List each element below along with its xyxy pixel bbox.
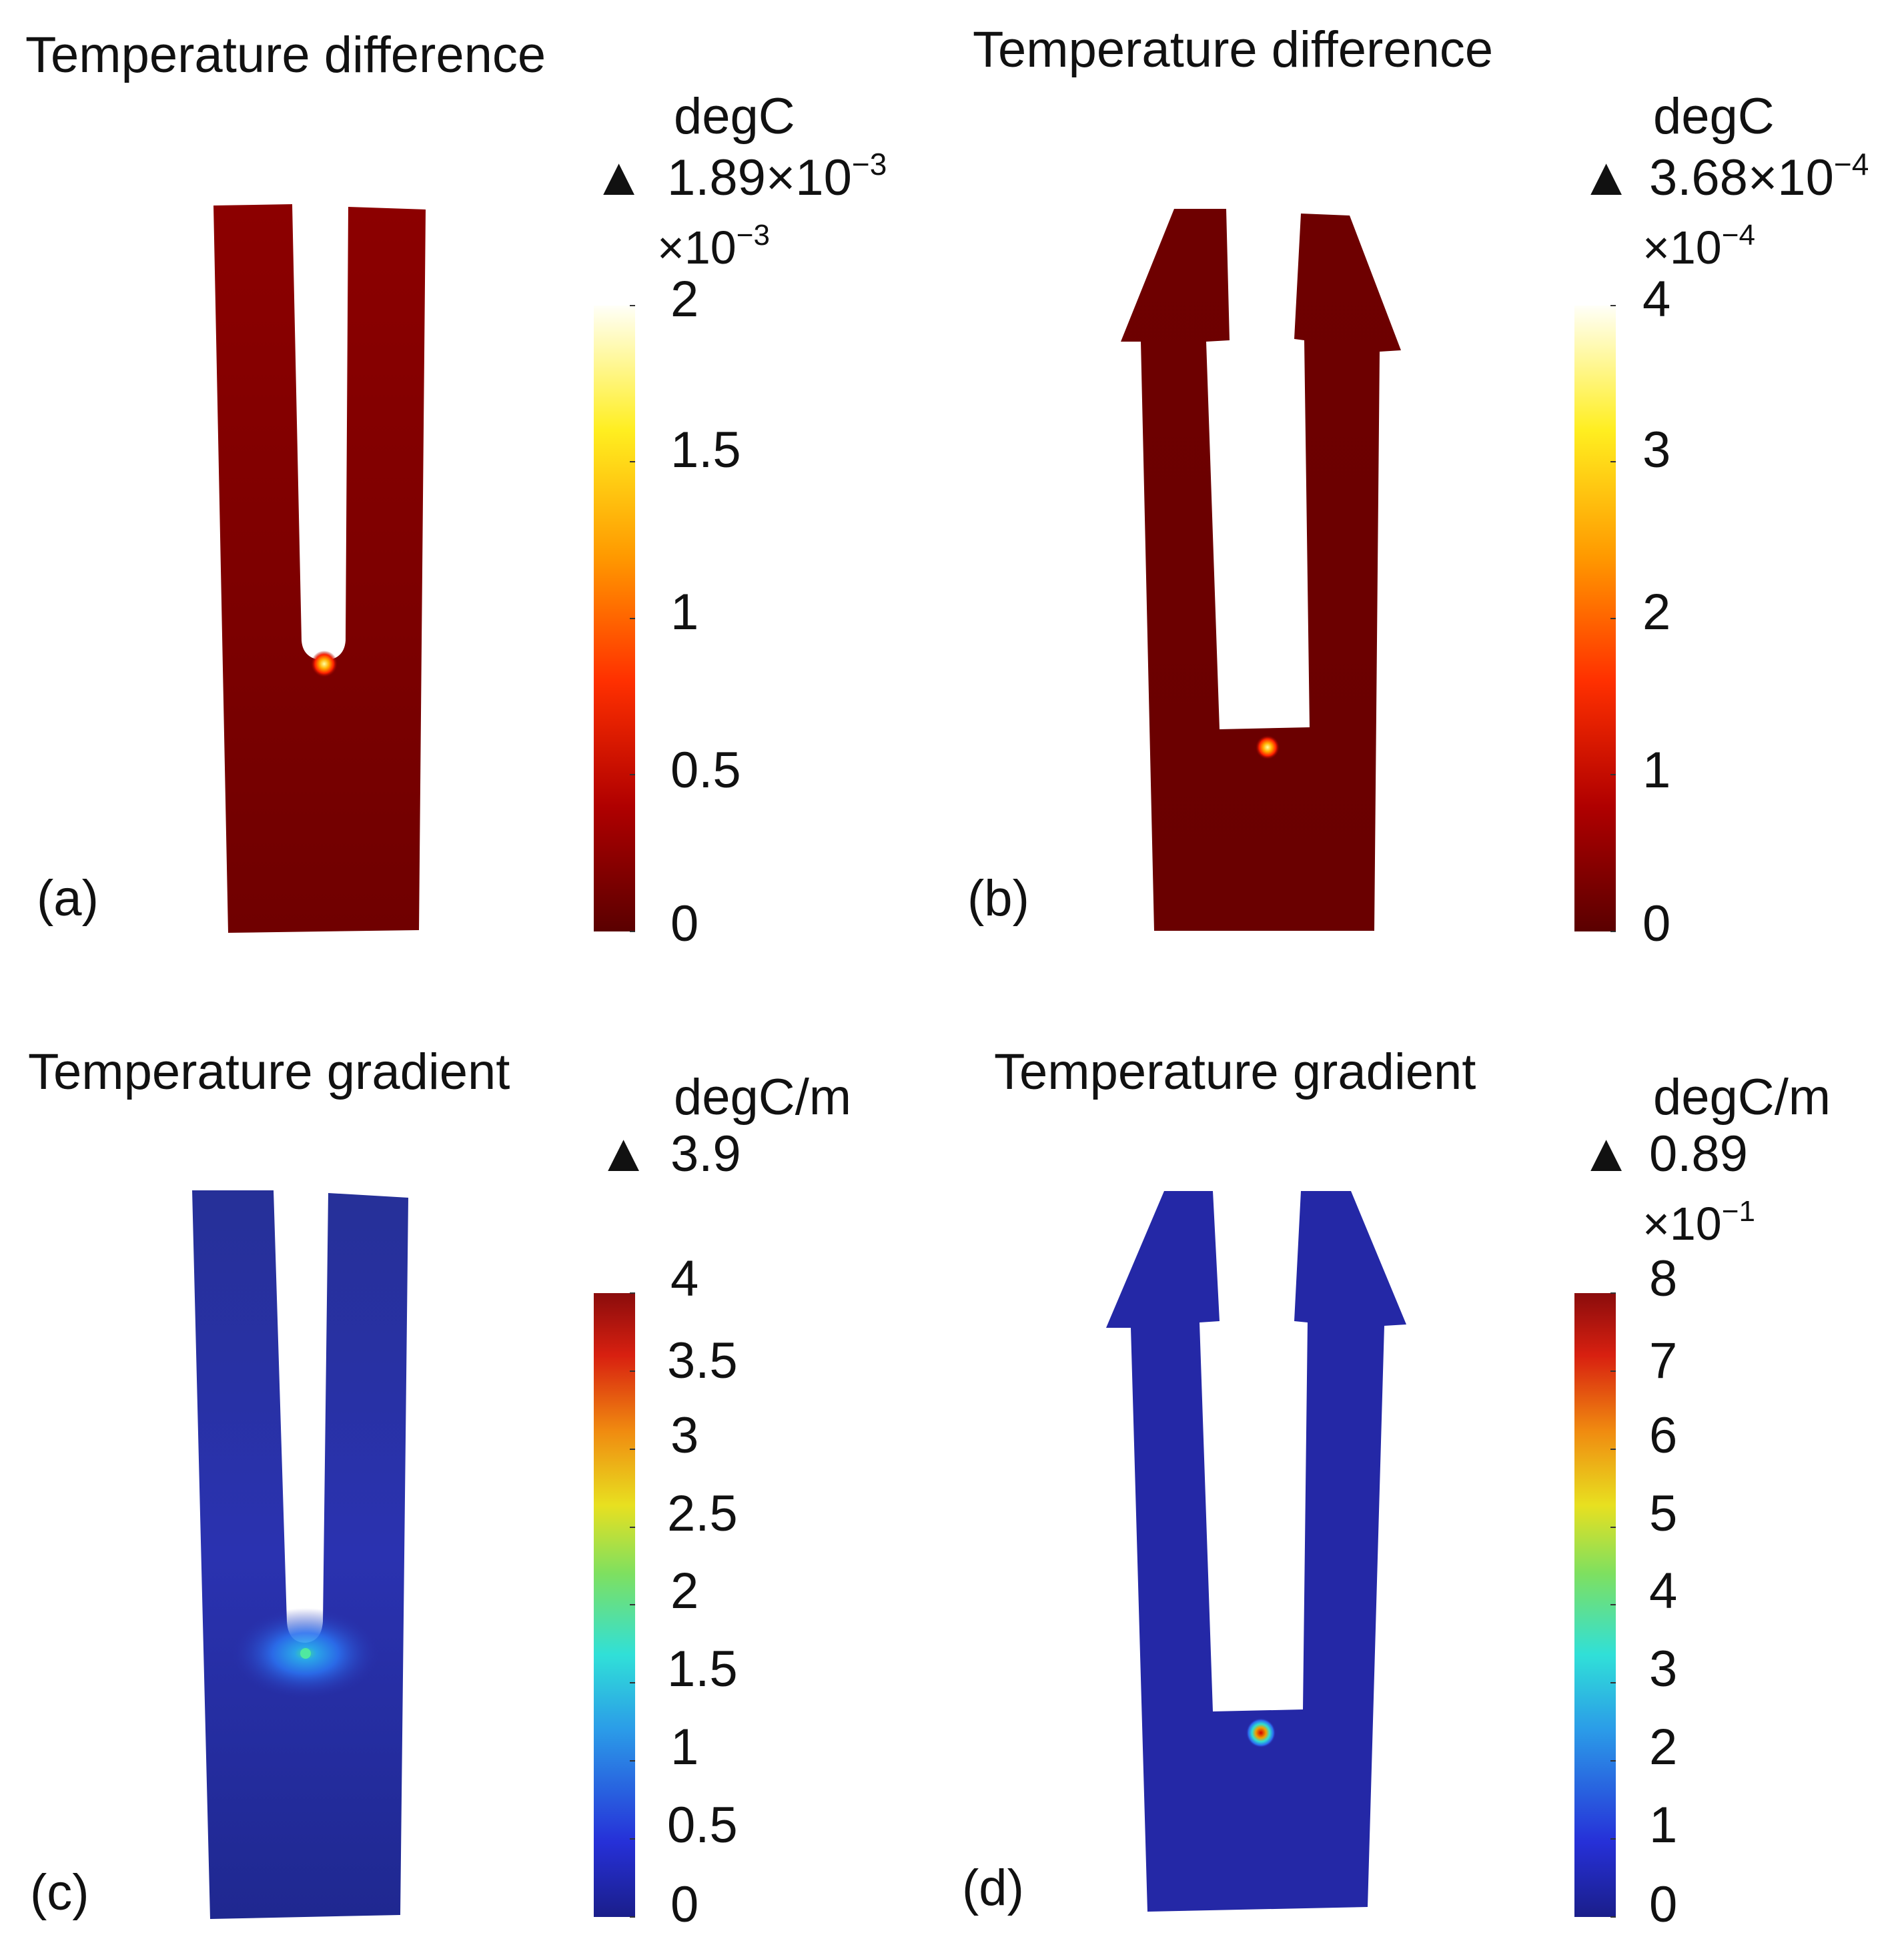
tick-label: 8	[1649, 1250, 1677, 1307]
svg-text:0.89: 0.89	[1649, 1126, 1748, 1182]
tick-label: 0	[1649, 1876, 1677, 1933]
tick-label: 7	[1649, 1332, 1677, 1389]
max-value: 0.89	[1649, 1126, 1748, 1182]
tick-label: 0	[670, 895, 698, 952]
tick-label: 6	[1649, 1407, 1677, 1464]
panel-label: (d)	[962, 1860, 1024, 1916]
svg-text:3.68×10−4: 3.68×10−4	[1649, 147, 1869, 206]
unit-label: degC	[1653, 88, 1775, 145]
max-indicator: ▲ 1.89×10−3	[592, 147, 887, 206]
panel-b: Temperature difference (b) degC ▲ 3.68×1…	[967, 21, 1869, 952]
tick-label: 2	[670, 271, 698, 328]
tick-label: 4	[670, 1250, 698, 1307]
max-triangle-icon: ▲	[597, 1123, 650, 1182]
tick-label: 4	[1649, 1563, 1677, 1619]
max-exponent: −4	[1834, 147, 1869, 181]
tick-label: 0	[670, 1876, 698, 1933]
max-value: 1.89×10	[667, 149, 852, 206]
multiplier-base: ×10	[657, 222, 737, 274]
tick-label: 2	[670, 1563, 698, 1619]
tick-label: 1	[1649, 1797, 1677, 1854]
panel-label: (b)	[967, 870, 1029, 927]
tick-label: 2	[1649, 1719, 1677, 1776]
panel-title: Temperature difference	[25, 27, 546, 83]
max-indicator: ▲ 3.68×10−4	[1580, 147, 1869, 206]
max-value: 3.9	[670, 1126, 741, 1182]
colorbar-ticks	[1610, 1292, 1616, 1918]
unit-label: degC/m	[674, 1069, 851, 1126]
tick-label: 1	[1642, 742, 1671, 799]
colorbar-ticks	[630, 305, 635, 932]
tick-label: 1	[670, 1719, 698, 1776]
tick-label: 5	[1649, 1485, 1677, 1542]
panel-title: Temperature gradient	[28, 1044, 510, 1100]
tick-label: 1	[670, 584, 698, 641]
scale-multiplier: ×10−3	[657, 219, 770, 274]
colorbar	[1574, 306, 1616, 931]
tick-label: 4	[1642, 271, 1671, 328]
panel-c: Temperature gradient (c) degC/m ▲ 3.9 4 …	[28, 1044, 851, 1933]
max-indicator: ▲ 3.9	[597, 1123, 741, 1182]
panel-a: Temperature difference (a) degC ▲ 1.89×1…	[25, 27, 887, 952]
colorbar-ticks	[1610, 305, 1616, 932]
colorbar	[594, 1293, 635, 1917]
tick-label: 3	[1649, 1641, 1677, 1697]
hotspot	[1246, 1718, 1276, 1747]
panel-title: Temperature gradient	[994, 1044, 1476, 1100]
tick-label: 2.5	[667, 1485, 738, 1542]
max-triangle-icon: ▲	[1580, 1123, 1632, 1182]
specimen-body	[1121, 209, 1401, 931]
specimen-body	[192, 1190, 408, 1919]
max-value: 3.68×10	[1649, 149, 1834, 206]
multiplier-exponent: −1	[1722, 1195, 1755, 1228]
tick-label: 3	[670, 1407, 698, 1464]
multiplier-exponent: −3	[737, 219, 770, 252]
multiplier-base: ×10	[1642, 222, 1722, 274]
specimen-body	[1106, 1191, 1406, 1912]
max-exponent: −3	[852, 147, 887, 181]
colorbar-ticks	[630, 1292, 635, 1918]
specimen-body	[213, 204, 426, 933]
svg-text:3.9: 3.9	[670, 1126, 741, 1182]
unit-label: degC	[674, 88, 795, 145]
tick-label: 0.5	[667, 1797, 738, 1854]
svg-text:1.89×10−3: 1.89×10−3	[667, 147, 887, 206]
max-indicator: ▲ 0.89	[1580, 1123, 1748, 1182]
panel-label: (a)	[37, 870, 99, 927]
max-triangle-icon: ▲	[1580, 147, 1632, 206]
panel-label: (c)	[30, 1864, 89, 1921]
scale-multiplier: ×10−1	[1642, 1195, 1755, 1250]
scale-multiplier: ×10−4	[1642, 219, 1755, 274]
tick-label: 0.5	[670, 742, 741, 799]
panel-title: Temperature difference	[973, 21, 1493, 78]
colorbar	[594, 306, 635, 931]
hotspot	[311, 651, 338, 677]
tick-label: 3	[1642, 422, 1671, 478]
hotspot	[1256, 735, 1280, 759]
tick-label: 3.5	[667, 1332, 738, 1389]
multiplier-exponent: −4	[1722, 219, 1755, 252]
multiplier-base: ×10	[1642, 1198, 1722, 1250]
hotspot	[300, 1648, 311, 1659]
tick-label: 0	[1642, 895, 1671, 952]
tick-label: 2	[1642, 584, 1671, 641]
unit-label: degC/m	[1653, 1069, 1831, 1126]
max-triangle-icon: ▲	[592, 147, 645, 206]
colorbar	[1574, 1293, 1616, 1917]
tick-label: 1.5	[667, 1641, 738, 1697]
tick-label: 1.5	[670, 422, 741, 478]
panel-d: Temperature gradient (d) degC/m ▲ 0.89 ×…	[962, 1044, 1831, 1933]
